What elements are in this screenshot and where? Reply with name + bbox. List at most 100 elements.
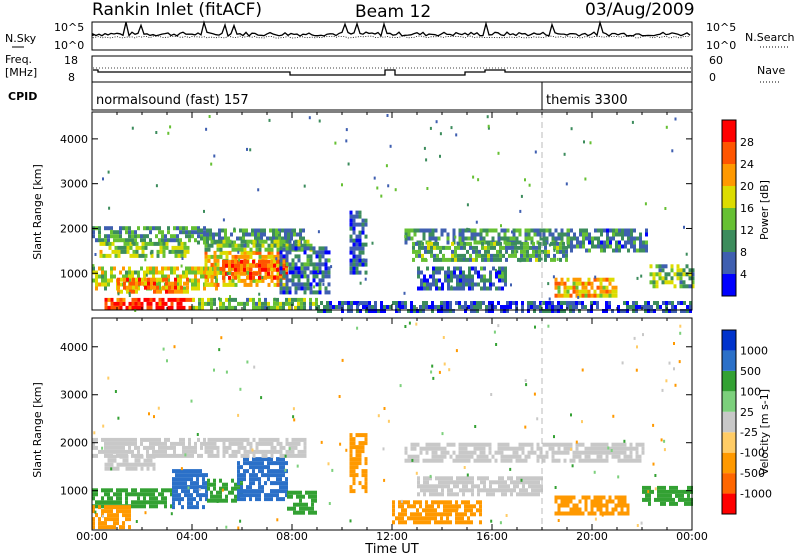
velocity-scatter-point bbox=[665, 379, 668, 383]
velocity-scatter-point bbox=[166, 359, 168, 363]
power-ytick-label: 3000 bbox=[60, 178, 88, 191]
velocity-scatter-point bbox=[93, 431, 96, 435]
power-scatter-point bbox=[467, 228, 470, 232]
nsearch-tick-top: 10^5 bbox=[706, 21, 736, 34]
power-band bbox=[99, 241, 190, 258]
cpid-panel bbox=[91, 81, 693, 111]
velocity-colorbar-tick: -500 bbox=[740, 467, 765, 480]
power-scatter-point bbox=[131, 241, 134, 245]
velocity-scatter-point bbox=[135, 520, 138, 523]
power-ytick-label: 2000 bbox=[60, 222, 88, 235]
velocity-scatter-point bbox=[633, 336, 636, 340]
power-scatter-point bbox=[94, 253, 97, 256]
nsky-tick-bottom: 10^0 bbox=[54, 39, 84, 52]
power-scatter-point bbox=[347, 162, 350, 166]
velocity-scatter-point bbox=[448, 368, 451, 372]
velocity-band bbox=[237, 457, 288, 502]
velocity-scatter-point bbox=[640, 521, 643, 525]
power-scatter-point bbox=[397, 307, 400, 311]
velocity-scatter-point bbox=[198, 488, 201, 492]
velocity-colorbar-frame bbox=[721, 329, 737, 515]
velocity-scatter-point bbox=[654, 474, 657, 477]
velocity-scatter-point bbox=[443, 362, 446, 366]
power-scatter-point bbox=[149, 251, 152, 255]
power-colorbar-tick: 16 bbox=[740, 202, 754, 215]
velocity-scatter-point bbox=[284, 454, 287, 458]
freq-tick-bottom: 8 bbox=[68, 71, 75, 84]
velocity-scatter-point bbox=[225, 525, 228, 529]
velocity-band bbox=[349, 433, 368, 494]
power-scatter-point bbox=[547, 282, 550, 286]
power-scatter-point bbox=[214, 276, 217, 279]
nave-tick-bottom: 0 bbox=[709, 71, 716, 84]
power-colorbar-tick: 8 bbox=[740, 246, 747, 259]
velocity-band bbox=[392, 500, 482, 525]
power-scatter-point bbox=[258, 292, 261, 296]
power-scatter-point bbox=[345, 128, 348, 132]
power-scatter-point bbox=[524, 178, 526, 182]
power-scatter-point bbox=[534, 150, 537, 154]
power-colorbar-tick: 28 bbox=[740, 136, 754, 149]
x-tick-label: 08:00 bbox=[276, 530, 308, 543]
power-scatter-point bbox=[317, 230, 320, 234]
power-scatter-point bbox=[683, 225, 685, 229]
velocity-scatter-point bbox=[382, 447, 385, 451]
power-colorbar-frame bbox=[721, 119, 737, 297]
velocity-scatter-point bbox=[594, 517, 597, 521]
velocity-scatter-point bbox=[102, 424, 105, 428]
power-scatter-point bbox=[553, 248, 556, 252]
power-scatter-point bbox=[110, 229, 113, 233]
velocity-scatter-point bbox=[509, 467, 512, 471]
velocity-scatter-point bbox=[216, 500, 219, 503]
velocity-scatter-point bbox=[153, 415, 155, 419]
velocity-scatter-point bbox=[220, 336, 223, 340]
velocity-scatter-point bbox=[196, 433, 199, 436]
power-band bbox=[204, 239, 313, 252]
velocity-scatter-point bbox=[293, 418, 296, 422]
power-scatter-point bbox=[423, 146, 426, 150]
velocity-scatter-point bbox=[345, 448, 348, 452]
velocity-scatter-point bbox=[276, 518, 279, 522]
velocity-scatter-point bbox=[429, 474, 432, 478]
velocity-colorbar-segment bbox=[722, 330, 736, 351]
velocity-colorbar-tick: -100 bbox=[740, 447, 765, 460]
velocity-scatter-point bbox=[570, 447, 573, 451]
velocity-scatter-point bbox=[654, 487, 657, 491]
power-scatter-point bbox=[128, 294, 131, 297]
power-scatter-point bbox=[213, 154, 216, 158]
power-colorbar-segment bbox=[722, 164, 736, 186]
power-scatter-point bbox=[291, 229, 294, 233]
power-scatter-point bbox=[155, 131, 158, 134]
velocity-scatter-point bbox=[411, 458, 414, 462]
power-scatter-point bbox=[222, 218, 225, 222]
power-scatter-point bbox=[450, 126, 453, 130]
power-scatter-point bbox=[456, 241, 459, 245]
velocity-scatter-point bbox=[331, 468, 334, 472]
velocity-colorbar-tick: 1000 bbox=[740, 344, 768, 357]
power-scatter-point bbox=[261, 276, 264, 280]
power-colorbar-segment bbox=[722, 186, 736, 208]
velocity-scatter-point bbox=[320, 440, 323, 444]
power-scatter-point bbox=[403, 291, 406, 295]
freq-trace bbox=[93, 69, 691, 76]
power-scatter-point bbox=[208, 115, 211, 118]
power-scatter-point bbox=[520, 194, 523, 198]
power-scatter-point bbox=[275, 257, 278, 261]
x-axis: 00:00 04:00 08:00 12:00 16:00 20:00 00:00 bbox=[76, 530, 708, 543]
power-scatter-point bbox=[511, 230, 513, 234]
velocity-scatter-point bbox=[505, 514, 508, 517]
power-scatter-point bbox=[210, 162, 213, 166]
velocity-scatter-point bbox=[110, 467, 113, 471]
x-tick-label: 12:00 bbox=[376, 530, 408, 543]
velocity-scatter-point bbox=[399, 384, 402, 388]
velocity-scatter-point bbox=[148, 412, 150, 416]
velocity-scatter-point bbox=[383, 478, 386, 482]
velocity-scatter-point bbox=[581, 420, 583, 424]
power-scatter-point bbox=[229, 295, 231, 299]
velocity-colorbar-segment bbox=[722, 411, 736, 433]
power-scatter-point bbox=[644, 202, 647, 206]
velocity-scatter-point bbox=[430, 370, 433, 374]
power-scatter-point bbox=[421, 242, 424, 246]
power-scatter-point bbox=[519, 209, 522, 213]
velocity-scatter-point bbox=[162, 347, 165, 351]
